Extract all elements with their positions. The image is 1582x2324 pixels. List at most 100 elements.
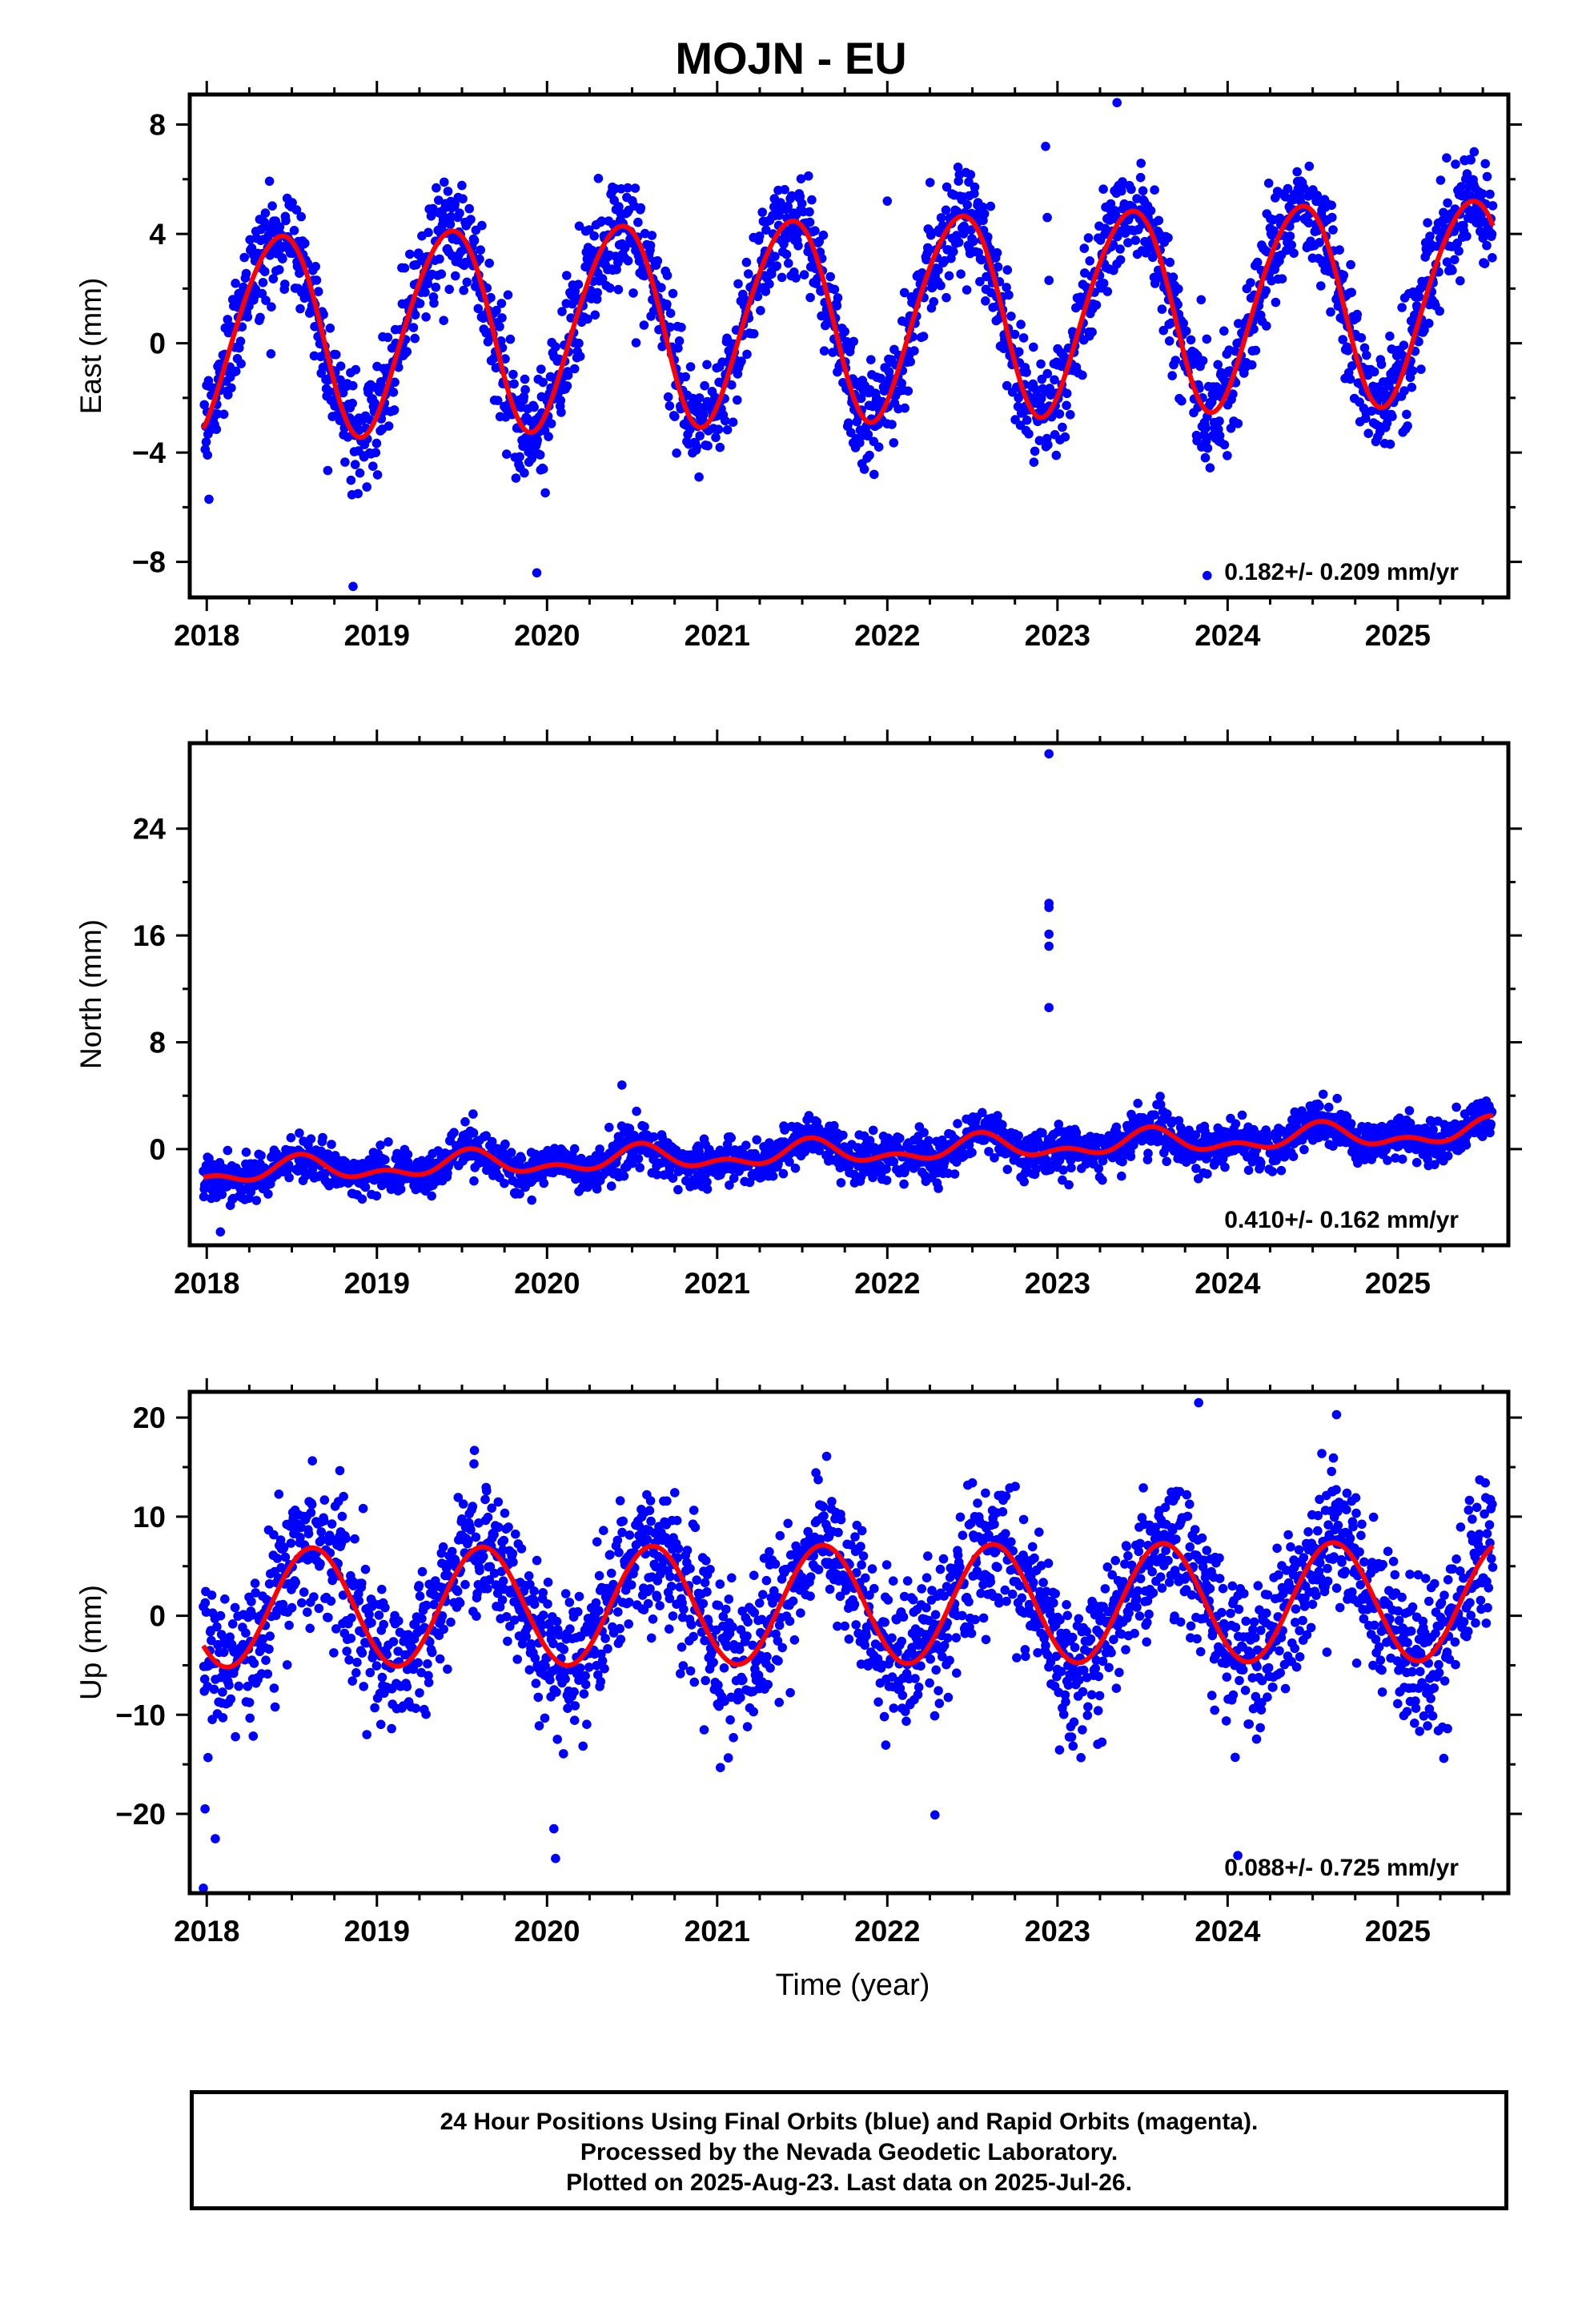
data-point [797, 199, 807, 208]
data-point [300, 239, 310, 248]
data-point [665, 401, 675, 411]
data-point [431, 282, 441, 292]
data-point [519, 392, 529, 402]
data-point [544, 432, 553, 441]
data-point [260, 208, 271, 218]
data-point [903, 386, 913, 396]
data-point [383, 332, 393, 343]
data-point [346, 475, 356, 485]
data-point [275, 265, 284, 275]
data-point [1030, 446, 1040, 456]
data-point [520, 468, 529, 478]
data-point [212, 1622, 222, 1632]
data-point [477, 220, 487, 231]
data-point [810, 226, 820, 236]
data-point [631, 338, 641, 348]
data-point [509, 379, 519, 389]
data-point [681, 372, 690, 382]
data-point [1016, 320, 1026, 329]
data-point [532, 435, 542, 445]
data-point [264, 176, 275, 187]
data-point [1029, 457, 1039, 467]
data-point [231, 1731, 240, 1742]
data-point [777, 272, 787, 283]
data-point [257, 288, 267, 299]
data-point [227, 1619, 238, 1629]
data-point [241, 268, 251, 279]
data-point [475, 254, 484, 264]
data-point [1018, 333, 1029, 343]
data-point [761, 287, 771, 296]
data-point [662, 300, 672, 309]
data-point [966, 170, 976, 179]
data-point [529, 402, 539, 412]
data-point [992, 247, 1002, 258]
data-point [219, 1647, 229, 1658]
data-point [1022, 368, 1031, 377]
data-point [250, 1578, 260, 1588]
data-point [223, 315, 233, 324]
data-point [464, 203, 474, 214]
data-point [410, 310, 420, 320]
data-point [218, 1713, 228, 1723]
data-point [936, 213, 946, 223]
data-point [584, 225, 594, 235]
data-point [251, 284, 261, 294]
data-point [429, 298, 439, 308]
data-point [795, 191, 805, 201]
data-point [562, 381, 572, 391]
data-point [982, 271, 991, 282]
data-point [389, 405, 400, 415]
data-point [866, 355, 876, 365]
data-point [527, 454, 536, 464]
data-point [1002, 283, 1011, 292]
data-point [905, 356, 915, 367]
data-point [692, 442, 701, 452]
data-point [574, 338, 584, 348]
data-point [873, 442, 884, 452]
data-point [325, 324, 335, 333]
data-point [899, 287, 909, 298]
data-point [983, 232, 993, 242]
data-point [1034, 436, 1045, 445]
data-point [311, 275, 322, 285]
data-point [840, 327, 849, 336]
data-point [1022, 415, 1032, 425]
data-point [260, 267, 270, 276]
data-point [1060, 432, 1070, 442]
data-point [497, 313, 507, 323]
data-point [962, 200, 972, 210]
data-point [720, 416, 730, 426]
data-point [672, 448, 681, 458]
data-point [200, 1598, 211, 1608]
data-point [1042, 368, 1053, 379]
data-point [444, 284, 454, 295]
data-point [351, 364, 361, 375]
data-point [405, 249, 415, 259]
data-point [241, 1628, 251, 1638]
data-point [966, 225, 976, 235]
data-point [1051, 450, 1062, 460]
data-point [969, 236, 978, 247]
data-point [388, 388, 399, 397]
data-point [742, 349, 752, 360]
data-point [583, 314, 592, 324]
data-point [699, 409, 709, 420]
data-point [486, 292, 496, 303]
data-point [500, 354, 510, 364]
data-point [703, 440, 713, 451]
data-point [1004, 290, 1014, 300]
data-point [275, 222, 285, 232]
data-point [694, 393, 705, 403]
data-point [749, 329, 759, 339]
data-point [484, 258, 494, 268]
data-point [623, 183, 632, 193]
data-point [856, 393, 866, 404]
data-point [981, 296, 990, 306]
data-point [685, 424, 695, 434]
data-point [394, 362, 404, 372]
data-point [807, 195, 817, 205]
data-point [466, 215, 476, 224]
data-point [347, 398, 358, 408]
data-point [754, 231, 765, 241]
